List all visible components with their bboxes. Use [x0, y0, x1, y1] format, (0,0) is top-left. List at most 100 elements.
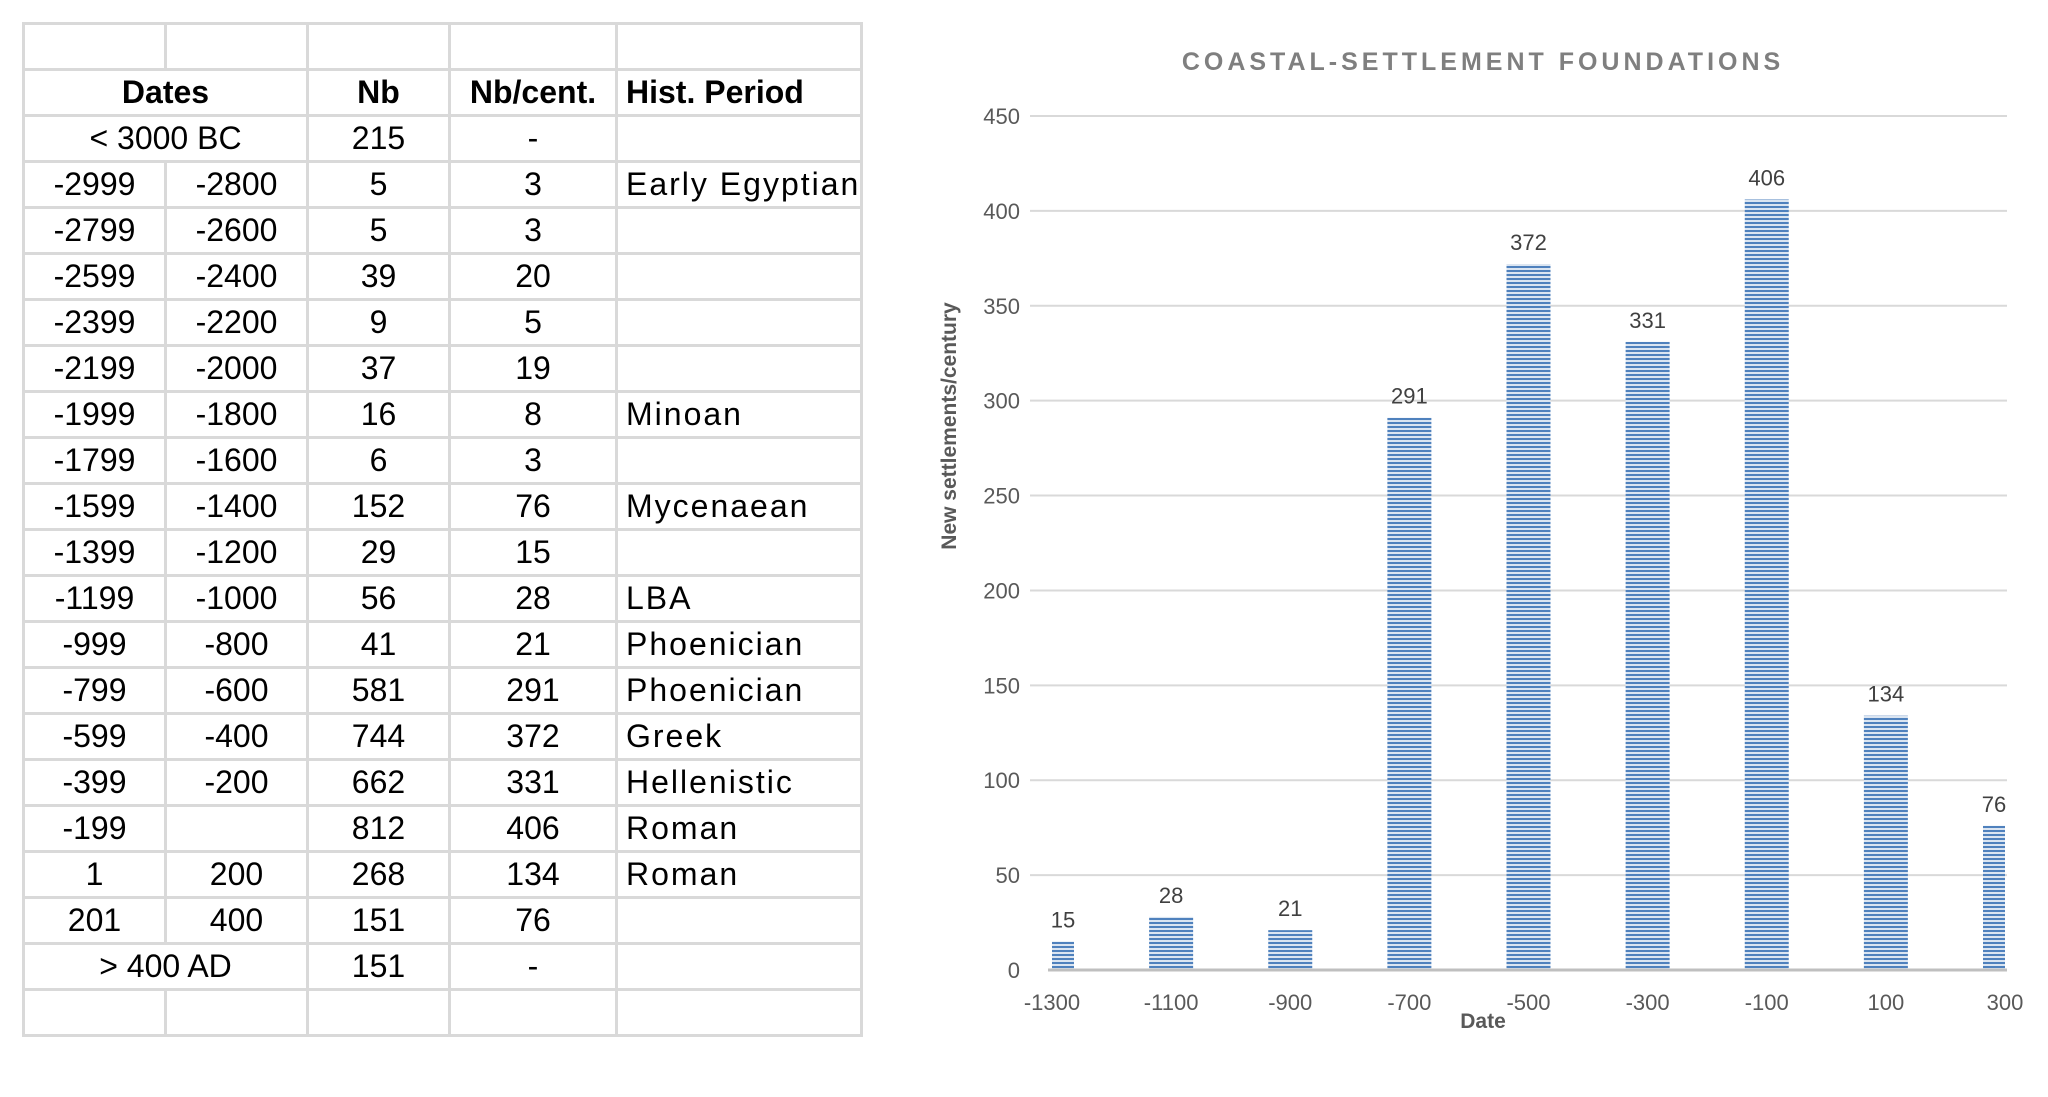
period-cell: Phoenician [614, 620, 864, 669]
date-end-cell: -1000 [164, 574, 309, 623]
y-tick-label: 450 [983, 104, 1020, 129]
nb-cell: 581 [306, 666, 451, 715]
bar-labels: 15 28 21 291 372 331 406 134 76 [1051, 166, 2006, 933]
nb-cent-cell: 76 [448, 896, 618, 945]
date-start-cell: -399 [22, 758, 167, 807]
nb-cell: 41 [306, 620, 451, 669]
table-row: 1 200 268 134 Roman [22, 850, 864, 899]
period-cell: LBA [614, 574, 864, 623]
x-tick-label: -700 [1387, 990, 1431, 1015]
date-end-cell: -200 [164, 758, 309, 807]
table-row: -799 -600 581 291 Phoenician [22, 666, 864, 715]
empty-cell [22, 22, 167, 71]
date-start-cell: 201 [22, 896, 167, 945]
empty-cell [22, 988, 167, 1037]
y-tick-label: 150 [983, 673, 1020, 698]
nb-cent-cell: 15 [448, 528, 618, 577]
bar [1052, 941, 1074, 970]
table-body: Dates Nb Nb/cent. Hist. Period < 3000 BC… [22, 22, 864, 1037]
date-start-cell: -1599 [22, 482, 167, 531]
nb-cell: 662 [306, 758, 451, 807]
table-row: 201 400 151 76 [22, 896, 864, 945]
y-tick-label: 300 [983, 389, 1020, 414]
date-end-cell: -400 [164, 712, 309, 761]
date-end-cell: -2000 [164, 344, 309, 393]
table-header-row: Dates Nb Nb/cent. Hist. Period [22, 68, 864, 117]
y-tick-label: 250 [983, 484, 1020, 509]
date-end-cell: -2800 [164, 160, 309, 209]
nb-cell: 268 [306, 850, 451, 899]
date-end-cell: -2200 [164, 298, 309, 347]
nb-cell: 812 [306, 804, 451, 853]
table-row: -1599 -1400 152 76 Mycenaean [22, 482, 864, 531]
table-row: < 3000 BC 215- [22, 114, 864, 163]
bar [1744, 199, 1789, 971]
bar [1506, 264, 1551, 970]
period-cell [614, 298, 864, 347]
nb-cent-cell: 3 [448, 206, 618, 255]
nb-cell: 39 [306, 252, 451, 301]
nb-cell: 29 [306, 528, 451, 577]
nb-cell: 152 [306, 482, 451, 531]
bars [1052, 199, 2005, 971]
nb-cent-cell: 134 [448, 850, 618, 899]
empty-cell [164, 22, 309, 71]
date-end-cell: -600 [164, 666, 309, 715]
period-cell [614, 206, 864, 255]
date-start-cell: -1199 [22, 574, 167, 623]
bar-chart: COASTAL-SETTLEMENT FOUNDATIONS 050100150… [938, 48, 2024, 1033]
empty-cell [614, 988, 864, 1037]
bar [1268, 930, 1313, 970]
period-cell: Minoan [614, 390, 864, 439]
nb-cell: 151 [306, 896, 451, 945]
date-end-cell: 400 [164, 896, 309, 945]
nb-cent-cell: 8 [448, 390, 618, 439]
date-range-cell: > 400 AD [22, 942, 309, 991]
nb-cell: 215 [306, 114, 451, 163]
header-nb: Nb [306, 68, 451, 117]
x-tick-label: -500 [1506, 990, 1550, 1015]
x-tick-label: 100 [1868, 990, 1905, 1015]
period-cell [614, 436, 864, 485]
bar-value-label: 406 [1748, 166, 1785, 191]
period-cell: Greek [614, 712, 864, 761]
nb-cent-cell: 19 [448, 344, 618, 393]
nb-cell: 6 [306, 436, 451, 485]
date-start-cell: -999 [22, 620, 167, 669]
table-row: -2999 -2800 5 3 Early Egyptian [22, 160, 864, 209]
bar-value-label: 76 [1982, 792, 2006, 817]
y-tick-label: 0 [1008, 958, 1020, 983]
data-table: Dates Nb Nb/cent. Hist. Period < 3000 BC… [22, 22, 864, 1037]
bar [1625, 341, 1670, 970]
table-row: -1199 -1000 56 28 LBA [22, 574, 864, 623]
empty-cell [614, 22, 864, 71]
x-axis-ticks: -1300 -1100 -900 -700 -500 -300 -100 100 300 [1024, 990, 2024, 1015]
bar-value-label: 28 [1159, 883, 1183, 908]
date-start-cell: -599 [22, 712, 167, 761]
date-end-cell: -2400 [164, 252, 309, 301]
period-cell [614, 344, 864, 393]
date-start-cell: -2799 [22, 206, 167, 255]
x-tick-label: -300 [1626, 990, 1670, 1015]
nb-cent-cell: 372 [448, 712, 618, 761]
period-cell: Phoenician [614, 666, 864, 715]
date-start-cell: -2399 [22, 298, 167, 347]
date-end-cell: -2600 [164, 206, 309, 255]
period-cell: Mycenaean [614, 482, 864, 531]
nb-cell: 151 [306, 942, 451, 991]
period-cell [614, 528, 864, 577]
bar-value-label: 15 [1051, 908, 1075, 933]
nb-cent-cell: 3 [448, 436, 618, 485]
table-row: -1399 -1200 29 15 [22, 528, 864, 577]
bar [1387, 417, 1432, 970]
empty-cell [448, 988, 618, 1037]
y-axis-title: New settlements/century [938, 302, 961, 550]
nb-cent-cell: 21 [448, 620, 618, 669]
nb-cent-cell: 3 [448, 160, 618, 209]
table-row: -599 -400 744 372 Greek [22, 712, 864, 761]
empty-cell [306, 988, 451, 1037]
nb-cell: 5 [306, 206, 451, 255]
period-cell [614, 896, 864, 945]
table-row: > 400 AD 151- [22, 942, 864, 991]
nb-cell: 16 [306, 390, 451, 439]
